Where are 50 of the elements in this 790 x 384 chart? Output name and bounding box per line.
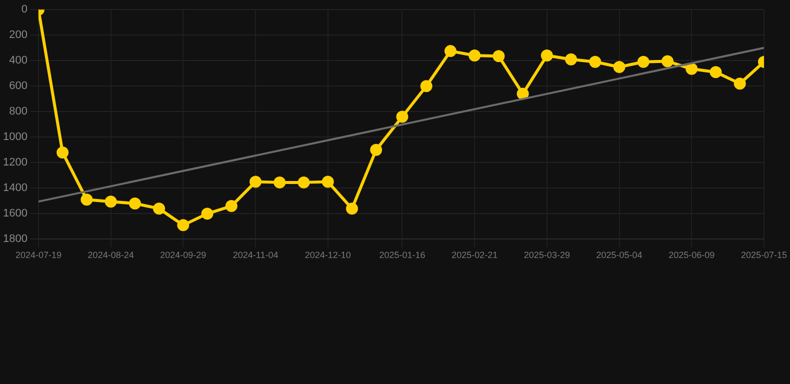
point xyxy=(322,176,334,188)
point xyxy=(444,45,456,58)
point xyxy=(710,66,722,78)
x-tick-label: 2025-06-09 xyxy=(668,250,715,260)
point xyxy=(734,78,746,90)
point xyxy=(613,61,626,73)
point xyxy=(420,80,432,92)
y-tick-label: 200 xyxy=(9,29,28,42)
point xyxy=(468,50,481,62)
point xyxy=(201,208,214,220)
x-tick-label: 2025-02-21 xyxy=(452,250,498,260)
x-tick-label: 2024-11-04 xyxy=(232,250,278,260)
y-tick-label: 1200 xyxy=(2,156,28,169)
y-tick-label: 0 xyxy=(21,4,28,16)
point xyxy=(396,110,408,123)
point xyxy=(492,50,505,62)
point xyxy=(637,56,650,68)
y-tick-label: 800 xyxy=(9,106,28,118)
x-tick-label: 2024-09-29 xyxy=(160,250,206,260)
x-tick-label: 2025-05-04 xyxy=(596,250,642,260)
point xyxy=(589,56,602,68)
point xyxy=(686,62,698,75)
point xyxy=(80,194,93,206)
y-tick-label: 600 xyxy=(9,80,28,92)
x-tick-label: 2025-01-16 xyxy=(379,250,426,260)
point xyxy=(540,50,553,62)
point xyxy=(274,176,286,188)
point xyxy=(565,53,578,66)
point xyxy=(370,144,382,156)
point xyxy=(662,55,674,68)
y-tick-label: 1400 xyxy=(2,182,28,194)
point xyxy=(104,196,117,208)
x-tick-label: 2025-07-15 xyxy=(740,250,788,260)
y-tick-label: 1800 xyxy=(2,233,28,246)
y-tick-label: 400 xyxy=(9,54,28,67)
x-tick-label: 2025-03-29 xyxy=(524,250,570,260)
point xyxy=(128,197,141,210)
point xyxy=(177,219,190,232)
point xyxy=(298,176,310,188)
point xyxy=(346,202,358,215)
x-tick-label: 2024-08-24 xyxy=(88,250,134,260)
point xyxy=(225,200,238,212)
y-tick-label: 1000 xyxy=(2,131,28,144)
x-tick-label: 2024-07-19 xyxy=(15,250,62,260)
point xyxy=(516,88,529,100)
point xyxy=(153,202,166,215)
x-tick-label: 2024-12-10 xyxy=(304,250,351,260)
y-tick-label: 1600 xyxy=(2,208,28,220)
point xyxy=(250,176,262,188)
point xyxy=(56,146,69,158)
